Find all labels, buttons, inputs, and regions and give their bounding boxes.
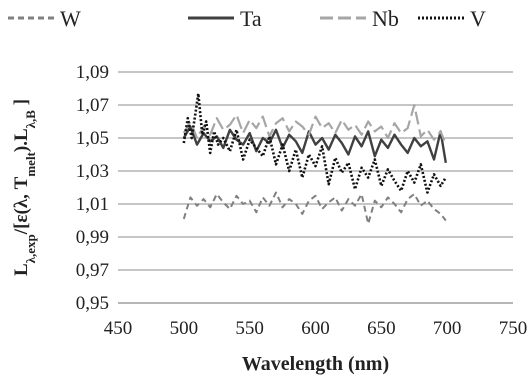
- y-tick-label: 1,03: [76, 161, 109, 182]
- x-tick-label: 550: [235, 318, 264, 339]
- x-tick-label: 600: [301, 318, 330, 339]
- y-tick-label: 1,05: [76, 128, 109, 149]
- x-tick-label: 450: [104, 318, 133, 339]
- legend-label-ta: Ta: [240, 6, 262, 31]
- y-tick-label: 1,07: [76, 95, 109, 116]
- legend: W Ta Nb V: [8, 6, 486, 31]
- y-tick-label: 0,95: [76, 293, 109, 314]
- y-tick-labels: 0,95 0,97 0,99 1,01 1,03 1,05 1,07 1,09: [76, 62, 109, 314]
- gridlines: [118, 71, 513, 271]
- y-tick-label: 1,01: [76, 194, 109, 215]
- legend-label-w: W: [60, 6, 81, 31]
- y-tick-label: 1,09: [76, 62, 109, 83]
- series-lines: [182, 92, 447, 225]
- legend-label-v: V: [470, 6, 486, 31]
- x-tick-label: 500: [170, 318, 199, 339]
- y-tick-label: 0,97: [76, 260, 109, 281]
- y-axis-title: Lλ,exp/[ε(λ, Tmelt).Lλ,B ]: [11, 99, 38, 276]
- series-line-w: [182, 191, 447, 225]
- x-tick-label: 650: [367, 318, 396, 339]
- series-line-v: [182, 92, 447, 194]
- x-axis-title: Wavelength (nm): [242, 353, 389, 375]
- legend-label-nb: Nb: [372, 6, 399, 31]
- x-tick-label: 750: [499, 318, 527, 339]
- x-tick-label: 700: [433, 318, 462, 339]
- series-line-nb: [182, 103, 447, 146]
- x-tick-labels: 450 500 550 600 650 700 750: [104, 318, 527, 339]
- y-tick-label: 0,99: [76, 227, 109, 248]
- series-line-ta: [182, 125, 447, 163]
